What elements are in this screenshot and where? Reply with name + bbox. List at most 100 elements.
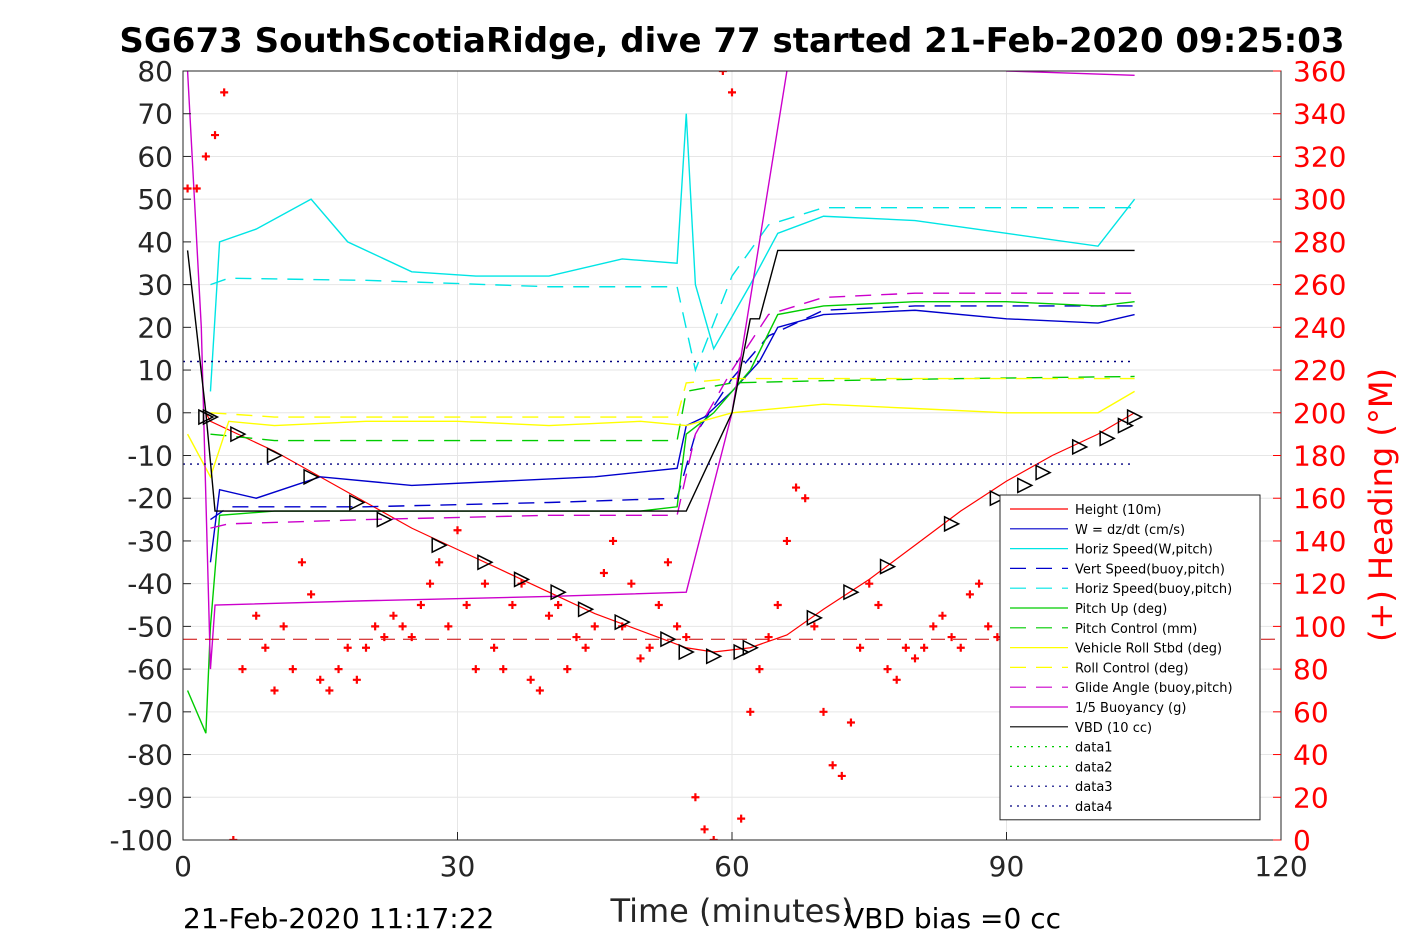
heading-point <box>810 622 819 631</box>
heading-point <box>307 590 316 599</box>
x-tick-label: 30 <box>440 850 476 883</box>
x-tick-label: 60 <box>714 850 750 883</box>
left-tick-label: 70 <box>137 98 173 131</box>
legend-label-2: Horiz Speed(W,pitch) <box>1075 543 1213 558</box>
heading-point <box>828 761 837 770</box>
heading-point <box>398 622 407 631</box>
legend-label-3: Vert Speed(buoy,pitch) <box>1075 562 1225 577</box>
heading-point <box>343 643 352 652</box>
heading-point <box>892 675 901 684</box>
dive-marker <box>1035 464 1052 481</box>
footer-vbd-bias: VBD bias =0 cc <box>845 902 1061 935</box>
left-tick-label: 50 <box>137 183 173 216</box>
left-tick-label: -100 <box>109 824 173 857</box>
left-tick-label: -20 <box>127 482 173 515</box>
series-lines <box>183 71 1281 734</box>
dive-marker <box>1126 408 1144 426</box>
heading-point <box>627 579 636 588</box>
series-line-11 <box>186 249 1135 512</box>
dive-marker <box>431 537 448 554</box>
heading-point <box>426 579 435 588</box>
legend-label-9: Glide Angle (buoy,pitch) <box>1075 681 1233 696</box>
dive-marker <box>230 425 247 443</box>
footer-timestamp: 21-Feb-2020 11:17:22 <box>183 902 494 935</box>
dive-marker <box>879 558 897 575</box>
right-tick-label: 0 <box>1293 824 1311 857</box>
heading-point <box>508 601 517 610</box>
dive-marker <box>989 490 1007 507</box>
right-tick-label: 120 <box>1293 568 1346 601</box>
right-tick-label: 180 <box>1293 440 1346 473</box>
heading-point <box>654 601 663 610</box>
heading-point <box>279 622 288 631</box>
heading-point <box>325 686 334 695</box>
left-tick-label: -60 <box>127 653 173 686</box>
series-line-9 <box>210 292 1135 529</box>
heading-point <box>407 633 416 642</box>
right-tick-label: 300 <box>1293 183 1346 216</box>
heading-point <box>947 633 956 642</box>
chart-title: SG673 SouthScotiaRidge, dive 77 started … <box>119 21 1344 61</box>
legend-label-10: 1/5 Buoyancy (g) <box>1075 701 1186 716</box>
heading-point <box>929 622 938 631</box>
legend-label-1: W = dz/dt (cm/s) <box>1075 523 1185 538</box>
heading-point <box>846 718 855 727</box>
right-tick-label: 360 <box>1293 55 1346 88</box>
heading-point <box>636 654 645 663</box>
dive-marker <box>614 613 631 631</box>
right-tick-label: 160 <box>1293 482 1346 515</box>
heading-point <box>609 536 618 545</box>
heading-point <box>599 568 608 577</box>
heading-point <box>380 633 389 642</box>
left-tick-label: 80 <box>137 55 173 88</box>
heading-point <box>755 665 764 674</box>
legend-label-5: Pitch Up (deg) <box>1075 602 1167 617</box>
heading-point <box>297 558 306 567</box>
dive-marker <box>477 554 494 571</box>
heading-point <box>471 665 480 674</box>
right-tick-label: 340 <box>1293 98 1346 131</box>
dive-marker <box>1117 417 1135 434</box>
heading-point <box>362 643 370 652</box>
dive-marker <box>349 494 366 511</box>
dive-marker <box>660 630 677 648</box>
right-tick-label: 320 <box>1293 140 1346 173</box>
heading-point <box>270 686 279 695</box>
x-axis-ticks: 0 30 60 90 120 <box>174 832 1308 883</box>
heading-point <box>801 494 810 503</box>
left-tick-label: 20 <box>137 311 173 344</box>
heading-point <box>389 611 398 620</box>
heading-point <box>201 152 210 161</box>
right-axis-label: (+) Heading (°M) <box>1362 368 1400 642</box>
x-tick-label: 120 <box>1254 850 1307 883</box>
left-tick-label: -90 <box>127 781 173 814</box>
heading-point <box>984 622 993 631</box>
heading-point <box>261 643 270 652</box>
dive-marker <box>266 447 284 464</box>
left-tick-label: 10 <box>137 354 173 387</box>
dive-marker <box>376 511 393 528</box>
left-tick-label: -30 <box>127 525 173 558</box>
dive-marker <box>806 609 824 627</box>
heading-point <box>819 707 828 716</box>
dive-marker <box>943 515 961 533</box>
dive-marker <box>1071 438 1089 456</box>
right-tick-label: 20 <box>1293 781 1329 814</box>
legend: Height (10m) W = dz/dt (cm/s) Horiz Speed(… <box>999 494 1261 821</box>
heading-point <box>737 814 746 823</box>
heading-point <box>211 131 220 140</box>
dive-marker <box>202 408 220 426</box>
dive-marker <box>198 408 215 426</box>
heading-point <box>700 825 709 834</box>
left-tick-label: 40 <box>137 226 173 259</box>
dive-marker <box>705 648 723 665</box>
heading-point <box>663 558 672 567</box>
heading-point <box>920 643 929 652</box>
series-line-7 <box>186 390 1135 479</box>
right-axis-ticks: 3603403203002802602402202001801601401201… <box>1273 55 1346 857</box>
heading-point <box>883 665 892 674</box>
dive-marker <box>678 643 695 661</box>
plot-area <box>183 71 1281 840</box>
dive-markers <box>198 408 1144 665</box>
